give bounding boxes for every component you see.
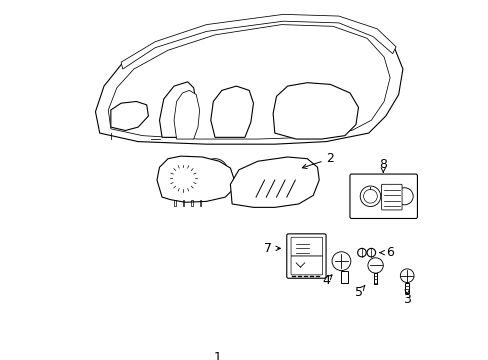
Polygon shape <box>121 14 395 69</box>
Circle shape <box>360 186 380 207</box>
Text: 8: 8 <box>379 158 386 171</box>
Circle shape <box>206 163 223 180</box>
Circle shape <box>366 248 375 257</box>
Circle shape <box>211 190 215 194</box>
Text: 7: 7 <box>264 242 271 255</box>
Circle shape <box>192 159 195 162</box>
Circle shape <box>331 252 350 271</box>
Text: 3: 3 <box>403 293 410 306</box>
Polygon shape <box>230 157 319 207</box>
Circle shape <box>175 170 192 187</box>
Polygon shape <box>159 82 196 137</box>
Text: 4: 4 <box>322 274 329 287</box>
Polygon shape <box>95 16 402 144</box>
Polygon shape <box>157 156 233 202</box>
FancyBboxPatch shape <box>349 174 417 219</box>
Circle shape <box>357 248 366 257</box>
FancyBboxPatch shape <box>290 237 322 256</box>
Circle shape <box>202 159 227 184</box>
Polygon shape <box>174 90 199 139</box>
Circle shape <box>201 190 205 194</box>
Circle shape <box>367 258 383 273</box>
Circle shape <box>122 112 136 125</box>
Polygon shape <box>108 24 389 139</box>
Polygon shape <box>273 83 358 139</box>
Circle shape <box>185 159 189 163</box>
FancyBboxPatch shape <box>313 31 380 74</box>
Circle shape <box>395 188 412 205</box>
FancyBboxPatch shape <box>286 234 325 278</box>
Polygon shape <box>111 102 148 131</box>
Text: 2: 2 <box>325 152 334 165</box>
FancyBboxPatch shape <box>290 256 322 275</box>
FancyBboxPatch shape <box>381 184 401 210</box>
FancyBboxPatch shape <box>273 44 306 66</box>
Circle shape <box>169 165 197 192</box>
Circle shape <box>400 269 413 283</box>
Circle shape <box>198 159 201 162</box>
Text: 5: 5 <box>354 286 362 299</box>
FancyBboxPatch shape <box>239 44 272 66</box>
Polygon shape <box>210 86 253 137</box>
Circle shape <box>363 189 377 203</box>
Text: 6: 6 <box>386 246 393 259</box>
FancyBboxPatch shape <box>320 37 374 68</box>
Circle shape <box>164 159 202 197</box>
Text: 1: 1 <box>213 351 221 360</box>
Circle shape <box>205 190 210 194</box>
